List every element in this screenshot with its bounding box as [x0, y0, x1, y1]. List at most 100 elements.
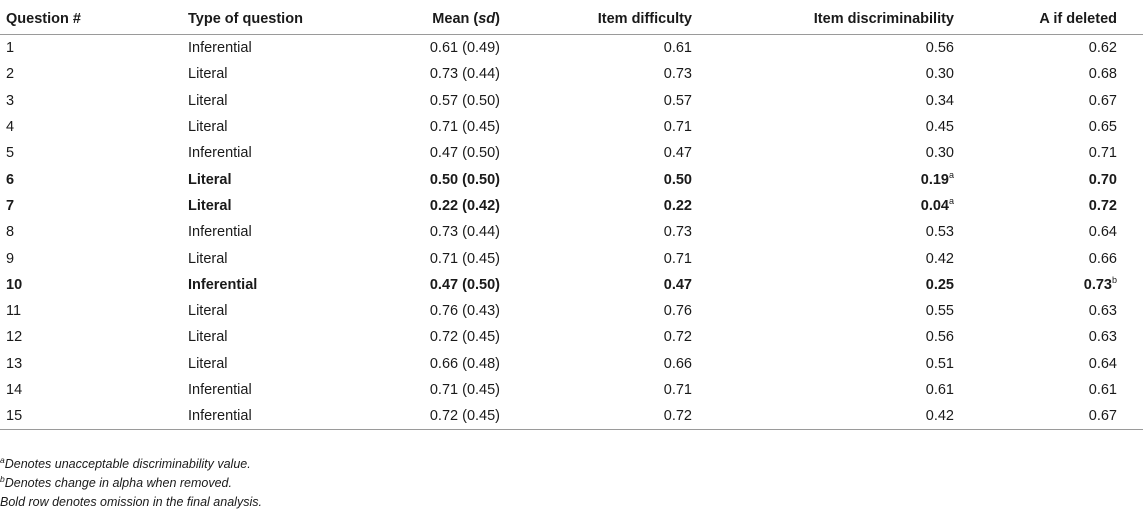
cell-question: 9	[0, 245, 182, 271]
cell-difficulty: 0.22	[506, 193, 698, 219]
cell-difficulty-value: 0.57	[663, 92, 692, 109]
cell-question-value: 15	[6, 408, 23, 425]
cell-alpha-if-deleted-value: 0.64	[1088, 355, 1117, 372]
cell-question-value: 6	[6, 171, 15, 188]
footnote: Bold row denotes omission in the final a…	[0, 493, 262, 512]
cell-alpha-if-deleted-value: 0.66	[1088, 250, 1117, 267]
cell-question: 1	[0, 35, 182, 62]
cell-mean: 0.47 (0.50)	[344, 140, 506, 166]
cell-alpha-if-deleted-value: 0.67	[1088, 408, 1117, 425]
cell-alpha-if-deleted: 0.65	[960, 114, 1143, 140]
cell-type-value: Inferential	[188, 145, 252, 162]
cell-difficulty-value: 0.47	[663, 276, 692, 293]
table-row: 3 Literal 0.57 (0.50) 0.57 0.34 0.67	[0, 88, 1143, 114]
cell-mean-value: 0.22 (0.42)	[429, 197, 500, 214]
cell-type-value: Literal	[188, 171, 232, 188]
cell-difficulty: 0.61	[506, 35, 698, 62]
cell-type: Literal	[182, 351, 344, 377]
footnote-marker: b	[0, 473, 5, 484]
table-row: 8 Inferential 0.73 (0.44) 0.73 0.53 0.64	[0, 219, 1143, 245]
cell-mean: 0.76 (0.43)	[344, 298, 506, 324]
cell-discriminability-value: 0.56	[925, 40, 954, 57]
cell-alpha-if-deleted-value: 0.62	[1088, 40, 1117, 57]
cell-mean-value: 0.73 (0.44)	[429, 224, 500, 241]
cell-alpha-if-deleted: 0.67	[960, 88, 1143, 114]
table-footnotes: aDenotes unacceptable discriminability v…	[0, 455, 262, 512]
footnote: aDenotes unacceptable discriminability v…	[0, 455, 262, 474]
cell-mean-value: 0.71 (0.45)	[429, 382, 500, 398]
cell-discriminability: 0.61	[698, 377, 960, 403]
table-row: 1 Inferential 0.61 (0.49) 0.61 0.56 0.62	[0, 35, 1143, 62]
footnote-text: Denotes change in alpha when removed.	[4, 476, 232, 490]
cell-discriminability-value: 0.30	[925, 145, 954, 162]
cell-question: 2	[0, 61, 182, 87]
cell-question-value: 13	[6, 355, 23, 372]
cell-difficulty: 0.47	[506, 272, 698, 298]
cell-discriminability: 0.34	[698, 88, 960, 114]
header-question: Question #	[0, 4, 182, 35]
cell-discriminability: 0.19a	[698, 166, 960, 192]
table-row: 13 Literal 0.66 (0.48) 0.66 0.51 0.64	[0, 351, 1143, 377]
cell-type-value: Inferential	[188, 276, 258, 293]
cell-discriminability: 0.42	[698, 403, 960, 431]
table-row: 9 Literal 0.71 (0.45) 0.71 0.42 0.66	[0, 245, 1143, 271]
cell-question: 15	[0, 403, 182, 431]
cell-alpha-if-deleted: 0.63	[960, 298, 1143, 324]
cell-discriminability-value: 0.45	[925, 119, 954, 136]
cell-type: Literal	[182, 114, 344, 140]
cell-question: 12	[0, 324, 182, 350]
header-mean-paren-open: (	[469, 11, 479, 27]
cell-difficulty-value: 0.50	[663, 171, 692, 188]
cell-discriminability-value: 0.61	[925, 382, 954, 398]
cell-difficulty: 0.66	[506, 351, 698, 377]
cell-alpha-if-deleted-value: 0.63	[1088, 303, 1117, 320]
cell-mean: 0.61 (0.49)	[344, 35, 506, 62]
table-header-row: Question # Type of question Mean (sd) It…	[0, 4, 1143, 35]
cell-difficulty-value: 0.76	[663, 303, 692, 320]
header-mean-label: Mean	[432, 11, 470, 27]
cell-question: 3	[0, 88, 182, 114]
cell-question: 14	[0, 377, 182, 403]
cell-type: Inferential	[182, 377, 344, 403]
cell-difficulty: 0.72	[506, 324, 698, 350]
cell-question-value: 1	[6, 40, 15, 57]
cell-type-value: Inferential	[188, 408, 252, 425]
cell-mean: 0.73 (0.44)	[344, 219, 506, 245]
cell-alpha-if-deleted: 0.63	[960, 324, 1143, 350]
cell-discriminability: 0.56	[698, 35, 960, 62]
cell-alpha-if-deleted: 0.61	[960, 377, 1143, 403]
cell-discriminability-value: 0.34	[925, 92, 954, 109]
item-analysis-table: Question # Type of question Mean (sd) It…	[0, 4, 1143, 431]
cell-type: Literal	[182, 298, 344, 324]
cell-difficulty: 0.71	[506, 114, 698, 140]
cell-mean-value: 0.72 (0.45)	[429, 329, 500, 346]
cell-type: Inferential	[182, 35, 344, 62]
cell-discriminability-value: 0.19	[920, 171, 949, 188]
cell-difficulty-value: 0.71	[663, 250, 692, 267]
cell-mean: 0.71 (0.45)	[344, 114, 506, 140]
cell-type: Literal	[182, 61, 344, 87]
cell-type-value: Literal	[188, 119, 228, 136]
cell-mean-value: 0.71 (0.45)	[429, 250, 500, 267]
footnote: bDenotes change in alpha when removed.	[0, 474, 262, 493]
cell-discriminability-value: 0.42	[925, 250, 954, 267]
cell-difficulty-value: 0.72	[663, 329, 692, 346]
cell-question: 10	[0, 272, 182, 298]
cell-alpha-if-deleted: 0.67	[960, 403, 1143, 431]
cell-alpha-if-deleted-value: 0.68	[1088, 66, 1117, 83]
cell-discriminability-value: 0.30	[925, 66, 954, 83]
cell-type: Literal	[182, 324, 344, 350]
cell-type: Inferential	[182, 219, 344, 245]
cell-alpha-if-deleted-value: 0.65	[1088, 119, 1117, 136]
header-alpha-if-deleted: A if deleted	[960, 4, 1143, 35]
cell-difficulty: 0.71	[506, 377, 698, 403]
header-difficulty: Item difficulty	[506, 4, 698, 35]
cell-alpha-if-deleted-value: 0.67	[1088, 92, 1117, 109]
cell-question: 13	[0, 351, 182, 377]
header-mean-sd: sd	[478, 11, 496, 27]
cell-discriminability-value: 0.04	[920, 197, 949, 214]
cell-type-value: Literal	[188, 355, 228, 372]
cell-question-value: 10	[6, 276, 23, 293]
table-row: 15 Inferential 0.72 (0.45) 0.72 0.42 0.67	[0, 403, 1143, 431]
cell-mean-value: 0.73 (0.44)	[429, 66, 500, 83]
